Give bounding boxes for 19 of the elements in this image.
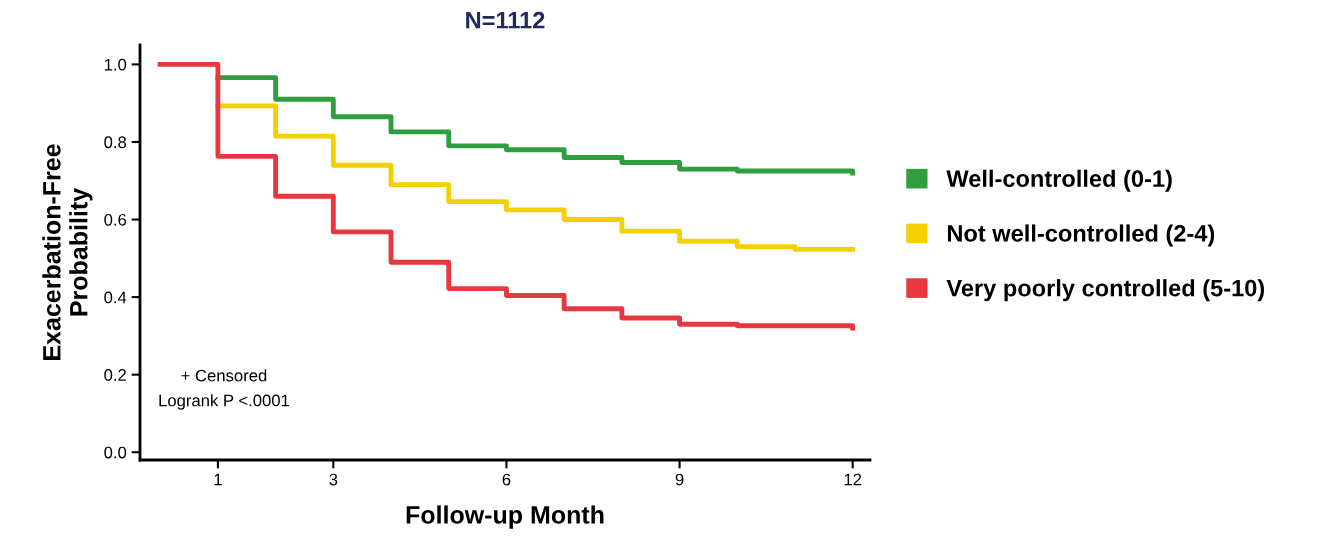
legend-label: Well-controlled (0-1) [946, 169, 1172, 192]
legend-label: Not well-controlled (2-4) [947, 224, 1215, 247]
x-tick-label: 6 [502, 473, 511, 486]
chart-title: N=1112 [466, 11, 545, 29]
y-tick-label: 1.0 [104, 58, 127, 71]
y-tick-label: 0.6 [104, 213, 127, 226]
y-tick-label: 0.2 [104, 369, 126, 381]
y-tick-label: 0.4 [104, 291, 127, 304]
x-tick-label: 3 [329, 473, 338, 486]
y-tick-label: 0.8 [104, 136, 127, 149]
y-axis-title: Exacerbation-Free Probability [42, 144, 93, 360]
legend-label: Very poorly controlled (5-10) [946, 279, 1265, 302]
y-tick-label: 0.0 [104, 446, 127, 459]
x-tick-label: 1 [214, 473, 222, 486]
annotation: Logrank P <.0001 [159, 394, 290, 410]
x-tick-label: 12 [844, 473, 862, 486]
x-tick-label: 9 [675, 473, 684, 486]
annotation: + Censored [181, 369, 267, 382]
x-axis-title: Follow-up Month [406, 505, 604, 529]
